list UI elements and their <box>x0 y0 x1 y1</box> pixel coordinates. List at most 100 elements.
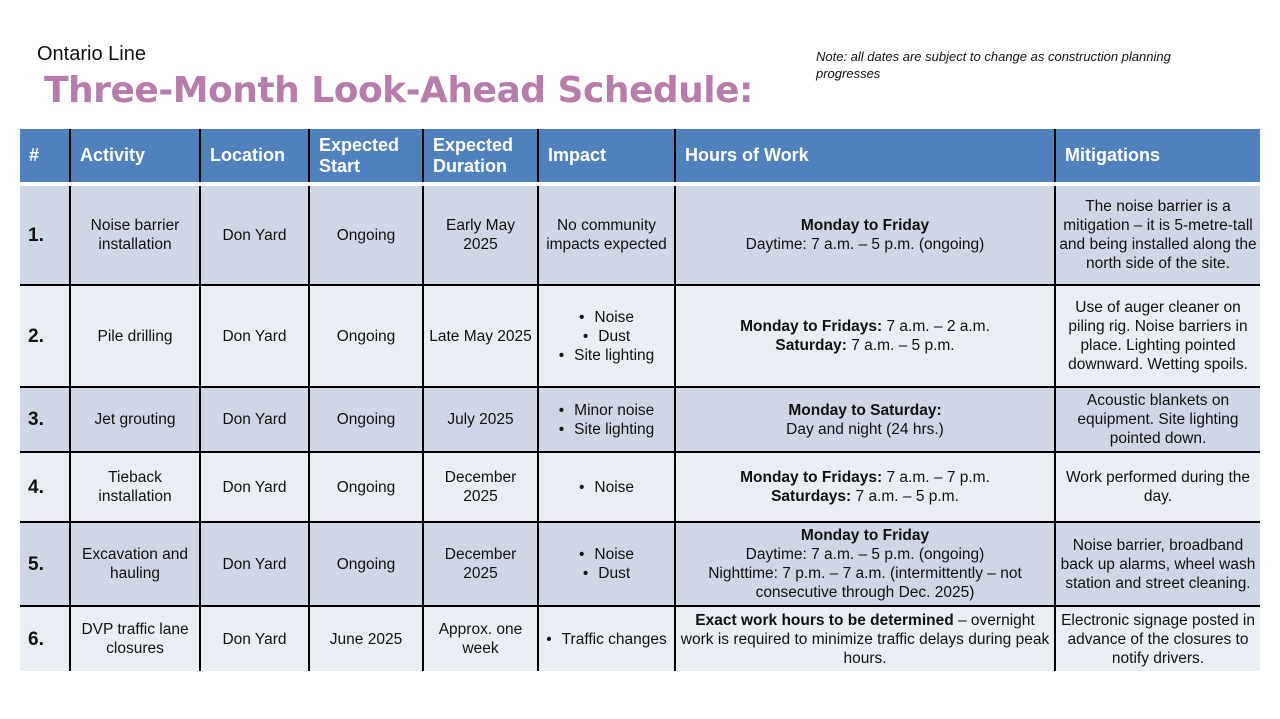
cell-location: Don Yard <box>199 605 309 671</box>
cell-duration: Approx. one week <box>422 605 538 671</box>
hours-line: Monday to Fridays: 7 a.m. – 7 p.m. <box>679 468 1051 487</box>
hours-bold-text: Monday to Friday <box>800 217 930 234</box>
cell-num: 4. <box>20 451 70 522</box>
cell-activity: Pile drilling <box>69 284 200 387</box>
hours-line: Monday to Saturday: <box>679 401 1051 420</box>
cell-duration: December 2025 <box>422 451 538 522</box>
cell-hours-of-work: Exact work hours to be determined – over… <box>674 605 1055 671</box>
impact-text: No community impacts expected <box>546 217 667 253</box>
cell-location: Don Yard <box>199 284 309 387</box>
cell-num: 6. <box>20 605 70 671</box>
hours-text: Daytime: 7 a.m. – 5 p.m. (ongoing) <box>745 236 985 253</box>
page-title: Three-Month Look-Ahead Schedule: <box>44 70 753 111</box>
column-header-mitigations: Mitigations <box>1054 129 1260 186</box>
impact-item: Traffic changes <box>542 630 671 649</box>
impact-item: Noise <box>542 545 671 564</box>
hours-line: Saturday: 7 a.m. – 5 p.m. <box>679 336 1051 355</box>
cell-num: 1. <box>20 184 70 285</box>
hours-line: Nighttime: 7 p.m. – 7 a.m. (intermittent… <box>679 564 1051 602</box>
cell-start: Ongoing <box>308 386 423 452</box>
brand-label: Ontario Line <box>37 43 146 65</box>
impact-item: Noise <box>542 478 671 497</box>
impact-list: Minor noiseSite lighting <box>542 401 671 439</box>
hours-line: Monday to Friday <box>679 216 1051 235</box>
cell-activity: Excavation and hauling <box>69 521 200 606</box>
hours-text: 7 a.m. – 2 a.m. <box>882 318 990 335</box>
hours-bold-text: Monday to Fridays: <box>740 469 883 486</box>
cell-impact: NoiseDustSite lighting <box>537 284 675 387</box>
hours-bold-text: Monday to Fridays: <box>740 318 883 335</box>
impact-list: Noise <box>542 478 671 497</box>
hours-line: Daytime: 7 a.m. – 5 p.m. (ongoing) <box>679 235 1051 254</box>
cell-duration: Late May 2025 <box>422 284 538 387</box>
table-header-row: # Activity Location Expected Start Expected … <box>20 129 1260 186</box>
cell-duration: July 2025 <box>422 386 538 452</box>
impact-list: Traffic changes <box>542 630 671 649</box>
cell-mitigations: Noise barrier, broadband back up alarms,… <box>1054 521 1260 606</box>
cell-impact: Minor noiseSite lighting <box>537 386 675 452</box>
cell-activity: DVP traffic lane closures <box>69 605 200 671</box>
hours-bold-text: Monday to Saturday: <box>788 401 942 419</box>
column-header-expected-duration: Expected Duration <box>422 129 538 186</box>
impact-item: Site lighting <box>542 346 671 365</box>
hours-text: Daytime: 7 a.m. – 5 p.m. (ongoing) <box>745 546 985 563</box>
table-row: 2. Pile drilling Don Yard Ongoing Late May 2… <box>20 284 1260 387</box>
hours-line: Exact work hours to be determined – over… <box>679 611 1051 668</box>
hours-text: 7 a.m. – 5 p.m. <box>851 488 959 505</box>
cell-location: Don Yard <box>199 386 309 452</box>
column-header-location: Location <box>199 129 309 186</box>
cell-hours-of-work: Monday to Friday Daytime: 7 a.m. – 5 p.m.… <box>674 184 1055 285</box>
column-header-impact: Impact <box>537 129 675 186</box>
impact-list: NoiseDust <box>542 545 671 583</box>
hours-line: Monday to Friday <box>679 526 1051 545</box>
cell-num: 3. <box>20 386 70 452</box>
cell-mitigations: Work performed during the day. <box>1054 451 1260 522</box>
cell-activity: Noise barrier installation <box>69 184 200 285</box>
hours-line: Saturdays: 7 a.m. – 5 p.m. <box>679 487 1051 506</box>
cell-num: 5. <box>20 521 70 606</box>
column-header-activity: Activity <box>69 129 200 186</box>
cell-start: Ongoing <box>308 184 423 285</box>
hours-bold-text: Exact work hours to be determined <box>695 611 954 629</box>
cell-start: Ongoing <box>308 451 423 522</box>
hours-bold-text: Saturdays: <box>771 488 852 505</box>
cell-location: Don Yard <box>199 521 309 606</box>
impact-item: Site lighting <box>542 420 671 439</box>
table-row: 1. Noise barrier installation Don Yard Ongo… <box>20 184 1260 285</box>
impact-item: Dust <box>542 327 671 346</box>
hours-line: Daytime: 7 a.m. – 5 p.m. (ongoing) <box>679 545 1051 564</box>
hours-bold-text: Saturday: <box>775 337 847 354</box>
cell-mitigations: The noise barrier is a mitigation – it i… <box>1054 184 1260 285</box>
table-row: 5. Excavation and hauling Don Yard Ongoing D… <box>20 521 1260 606</box>
cell-location: Don Yard <box>199 451 309 522</box>
hours-text: 7 a.m. – 5 p.m. <box>846 337 955 354</box>
hours-text: Nighttime: 7 p.m. – 7 a.m. (intermittent… <box>708 565 1022 601</box>
cell-activity: Jet grouting <box>69 386 200 452</box>
hours-bold-text: Monday to Friday <box>800 527 930 544</box>
cell-impact: Noise <box>537 451 675 522</box>
hours-text: 7 a.m. – 7 p.m. <box>882 469 990 486</box>
cell-hours-of-work: Monday to Saturday: Day and night (24 hrs… <box>674 386 1055 452</box>
disclaimer-note: Note: all dates are subject to change as… <box>816 49 1171 81</box>
impact-item: Minor noise <box>542 401 671 420</box>
hours-line: Day and night (24 hrs.) <box>679 420 1051 439</box>
cell-impact: Traffic changes <box>537 605 675 671</box>
cell-activity: Tieback installation <box>69 451 200 522</box>
column-header-hours-of-work: Hours of Work <box>674 129 1055 186</box>
impact-item: Dust <box>542 564 671 583</box>
table-row: 4. Tieback installation Don Yard Ongoing Dec… <box>20 451 1260 522</box>
cell-mitigations: Acoustic blankets on equipment. Site lig… <box>1054 386 1260 452</box>
cell-start: June 2025 <box>308 605 423 671</box>
cell-num: 2. <box>20 284 70 387</box>
cell-duration: December 2025 <box>422 521 538 606</box>
cell-duration: Early May 2025 <box>422 184 538 285</box>
column-header-number: # <box>20 129 70 186</box>
cell-hours-of-work: Monday to Friday Daytime: 7 a.m. – 5 p.m.… <box>674 521 1055 606</box>
column-header-expected-start: Expected Start <box>308 129 423 186</box>
cell-start: Ongoing <box>308 284 423 387</box>
cell-mitigations: Use of auger cleaner on piling rig. Nois… <box>1054 284 1260 387</box>
hours-text: – overnight work is required to minimize… <box>680 611 1050 667</box>
cell-impact: NoiseDust <box>537 521 675 606</box>
cell-mitigations: Electronic signage posted in advance of … <box>1054 605 1260 671</box>
